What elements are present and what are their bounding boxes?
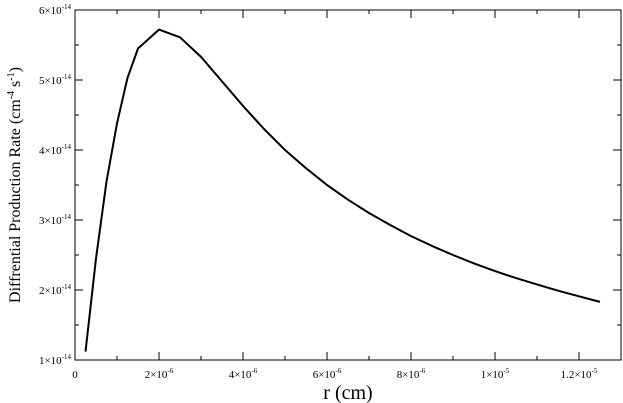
- x-tick-label: 0: [72, 369, 78, 381]
- y-axis-title: Diffrential Production Rate (cm-4 s-1): [6, 67, 24, 303]
- y-tick-label: 5×10-14: [39, 73, 72, 87]
- axis-ticks: [74, 9, 621, 361]
- plot-frame: [74, 9, 622, 361]
- x-tick-label: 8×10-6: [397, 367, 426, 381]
- x-tick-label: 2×10-6: [145, 367, 174, 381]
- x-tick-label: 4×10-6: [229, 367, 258, 381]
- x-axis-title: r (cm): [323, 382, 372, 403]
- x-tick-labels: 0 2×10-6 4×10-6 6×10-6 8×10-6 1×10-5 1.2×10-5: [72, 367, 598, 381]
- x-tick-label: 1.2×10-5: [561, 367, 598, 381]
- x-tick-label: 1×10-5: [481, 367, 510, 381]
- y-tick-label: 6×10-14: [39, 3, 72, 17]
- y-tick-label: 3×10-14: [39, 213, 72, 227]
- series-line: [84, 28, 601, 352]
- y-tick-labels: 1×10-14 2×10-14 3×10-14 4×10-14 5×10-14 6×10-…: [39, 3, 72, 367]
- y-tick-label: 2×10-14: [39, 283, 72, 297]
- y-tick-label: 1×10-14: [39, 353, 72, 367]
- y-tick-label: 4×10-14: [39, 143, 72, 157]
- x-tick-label: 6×10-6: [313, 367, 342, 381]
